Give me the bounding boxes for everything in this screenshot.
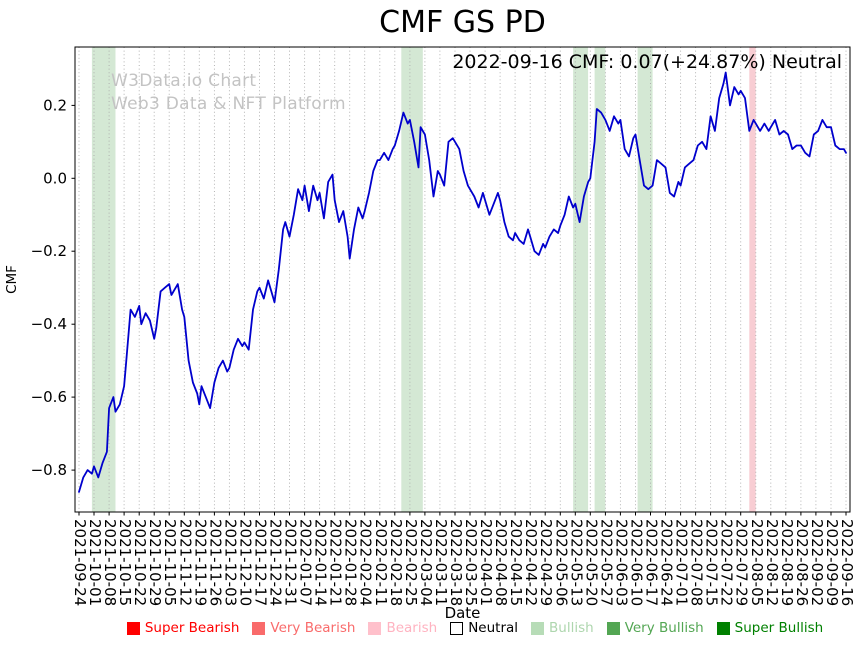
y-tick-label: −0.4	[31, 315, 67, 333]
x-tick-label: 2022-02-11	[372, 519, 390, 606]
x-tick-label: 2022-07-01	[673, 519, 691, 606]
x-tick-label: 2022-02-18	[387, 519, 405, 606]
x-tick-label: 2022-02-04	[357, 519, 375, 606]
y-tick-label: −0.8	[31, 461, 67, 479]
x-tick-label: 2022-08-12	[763, 519, 781, 606]
x-tick-label: 2021-11-05	[161, 519, 179, 606]
legend-item-very-bearish: Very Bearish	[252, 620, 355, 636]
x-tick-label: 2021-10-08	[101, 519, 119, 606]
x-tick-label: 2022-07-15	[703, 519, 721, 606]
legend-item-super-bearish: Super Bearish	[126, 620, 240, 636]
x-tick-label: 2022-01-28	[342, 519, 360, 606]
x-tick-label: 2022-05-13	[567, 519, 585, 606]
legend-swatch-icon	[450, 621, 464, 635]
x-tick-label: 2021-10-15	[116, 519, 134, 606]
legend-item-very-bullish: Very Bullish	[606, 620, 704, 636]
legend-swatch-icon	[716, 621, 730, 635]
legend-swatch-icon	[126, 621, 140, 635]
watermark-line2: Web3 Data & NFT Platform	[111, 94, 346, 114]
x-tick-label: 2022-01-07	[297, 519, 315, 606]
axis-frame	[74, 46, 851, 513]
sentiment-band-bearish	[749, 47, 756, 512]
x-tick-label: 2022-05-06	[552, 519, 570, 606]
latest-value-annotation: 2022-09-16 CMF: 0.07(+24.87%) Neutral	[452, 51, 842, 73]
x-tick-label: 2022-06-17	[643, 519, 661, 606]
x-tick-label: 2021-12-17	[252, 519, 270, 606]
x-tick-label: 2021-12-03	[221, 519, 239, 606]
x-tick-label: 2021-10-22	[131, 519, 149, 606]
x-tick-label: 2022-04-22	[522, 519, 540, 606]
x-tick-label: 2022-03-18	[447, 519, 465, 606]
x-tick-label: 2022-03-04	[417, 519, 435, 606]
x-tick-label: 2022-08-05	[748, 519, 766, 606]
y-tick-label: −0.2	[31, 242, 67, 260]
x-tick-label: 2022-09-02	[808, 519, 826, 606]
x-tick-label: 2022-04-15	[507, 519, 525, 606]
legend-swatch-icon	[252, 621, 266, 635]
watermark-line1: W3Data.io Chart	[111, 71, 257, 91]
legend-label: Very Bullish	[624, 620, 704, 636]
x-tick-label: 2021-09-24	[71, 519, 89, 606]
watermark: W3Data.io Chart Web3 Data & NFT Platform	[111, 70, 346, 116]
x-tick-label: 2022-05-27	[597, 519, 615, 606]
legend-label: Very Bearish	[270, 620, 356, 636]
legend-label: Neutral	[468, 620, 519, 636]
x-tick-label: 2022-07-08	[688, 519, 706, 606]
x-tick-label: 2021-10-01	[86, 519, 104, 606]
x-tick-label: 2022-09-16	[838, 519, 856, 606]
x-tick-label: 2022-07-22	[718, 519, 736, 606]
legend-swatch-icon	[606, 621, 620, 635]
x-tick-label: 2022-08-26	[793, 519, 811, 606]
x-tick-label: 2022-06-03	[612, 519, 630, 606]
x-tick-label: 2021-10-29	[146, 519, 164, 606]
x-tick-label: 2021-12-10	[236, 519, 254, 606]
legend-item-super-bullish: Super Bullish	[716, 620, 824, 636]
page-title: CMF GS PD	[379, 5, 546, 40]
legend-label: Bearish	[386, 620, 438, 636]
x-tick-label: 2022-01-14	[312, 519, 330, 606]
legend-label: Super Bullish	[734, 620, 824, 636]
x-tick-label: 2022-05-20	[582, 519, 600, 606]
x-tick-label: 2022-03-25	[462, 519, 480, 606]
x-tick-label: 2022-04-29	[537, 519, 555, 606]
x-tick-label: 2022-09-09	[823, 519, 841, 606]
x-tick-label: 2022-06-24	[658, 519, 676, 606]
legend-item-bearish: Bearish	[368, 620, 437, 636]
x-tick-label: 2022-04-08	[492, 519, 510, 606]
sentiment-band-bullish	[573, 47, 589, 512]
cmf-line	[78, 71, 847, 493]
x-tick-label: 2022-01-21	[327, 519, 345, 606]
legend-item-bullish: Bullish	[531, 620, 594, 636]
sentiment-band-bullish	[637, 47, 653, 512]
x-axis-label: Date	[445, 604, 481, 622]
sentiment-band-bullish	[91, 47, 116, 512]
x-tick-label: 2022-06-10	[628, 519, 646, 606]
legend-swatch-icon	[531, 621, 545, 635]
y-tick-label: 0.2	[43, 96, 67, 114]
legend-item-neutral: Neutral	[450, 620, 518, 636]
y-tick-label: 0.0	[43, 169, 67, 187]
x-tick-label: 2021-11-19	[191, 519, 209, 606]
x-tick-label: 2021-11-12	[176, 519, 194, 606]
sentiment-band-bullish	[594, 47, 606, 512]
legend-label: Bullish	[549, 620, 594, 636]
y-tick-label: −0.6	[31, 388, 67, 406]
legend-label: Super Bearish	[144, 620, 240, 636]
x-tick-label: 2022-08-19	[778, 519, 796, 606]
y-axis-label: CMF	[4, 265, 20, 294]
x-tick-label: 2022-03-11	[432, 519, 450, 606]
x-tick-label: 2021-12-31	[282, 519, 300, 606]
x-tick-label: 2021-11-26	[206, 519, 224, 606]
x-tick-label: 2022-04-01	[477, 519, 495, 606]
x-tick-label: 2022-07-29	[733, 519, 751, 606]
legend: Super Bearish Very Bearish Bearish Neutral B…	[88, 620, 862, 636]
legend-swatch-icon	[368, 621, 382, 635]
x-tick-label: 2022-02-25	[402, 519, 420, 606]
x-tick-label: 2021-12-24	[267, 519, 285, 606]
